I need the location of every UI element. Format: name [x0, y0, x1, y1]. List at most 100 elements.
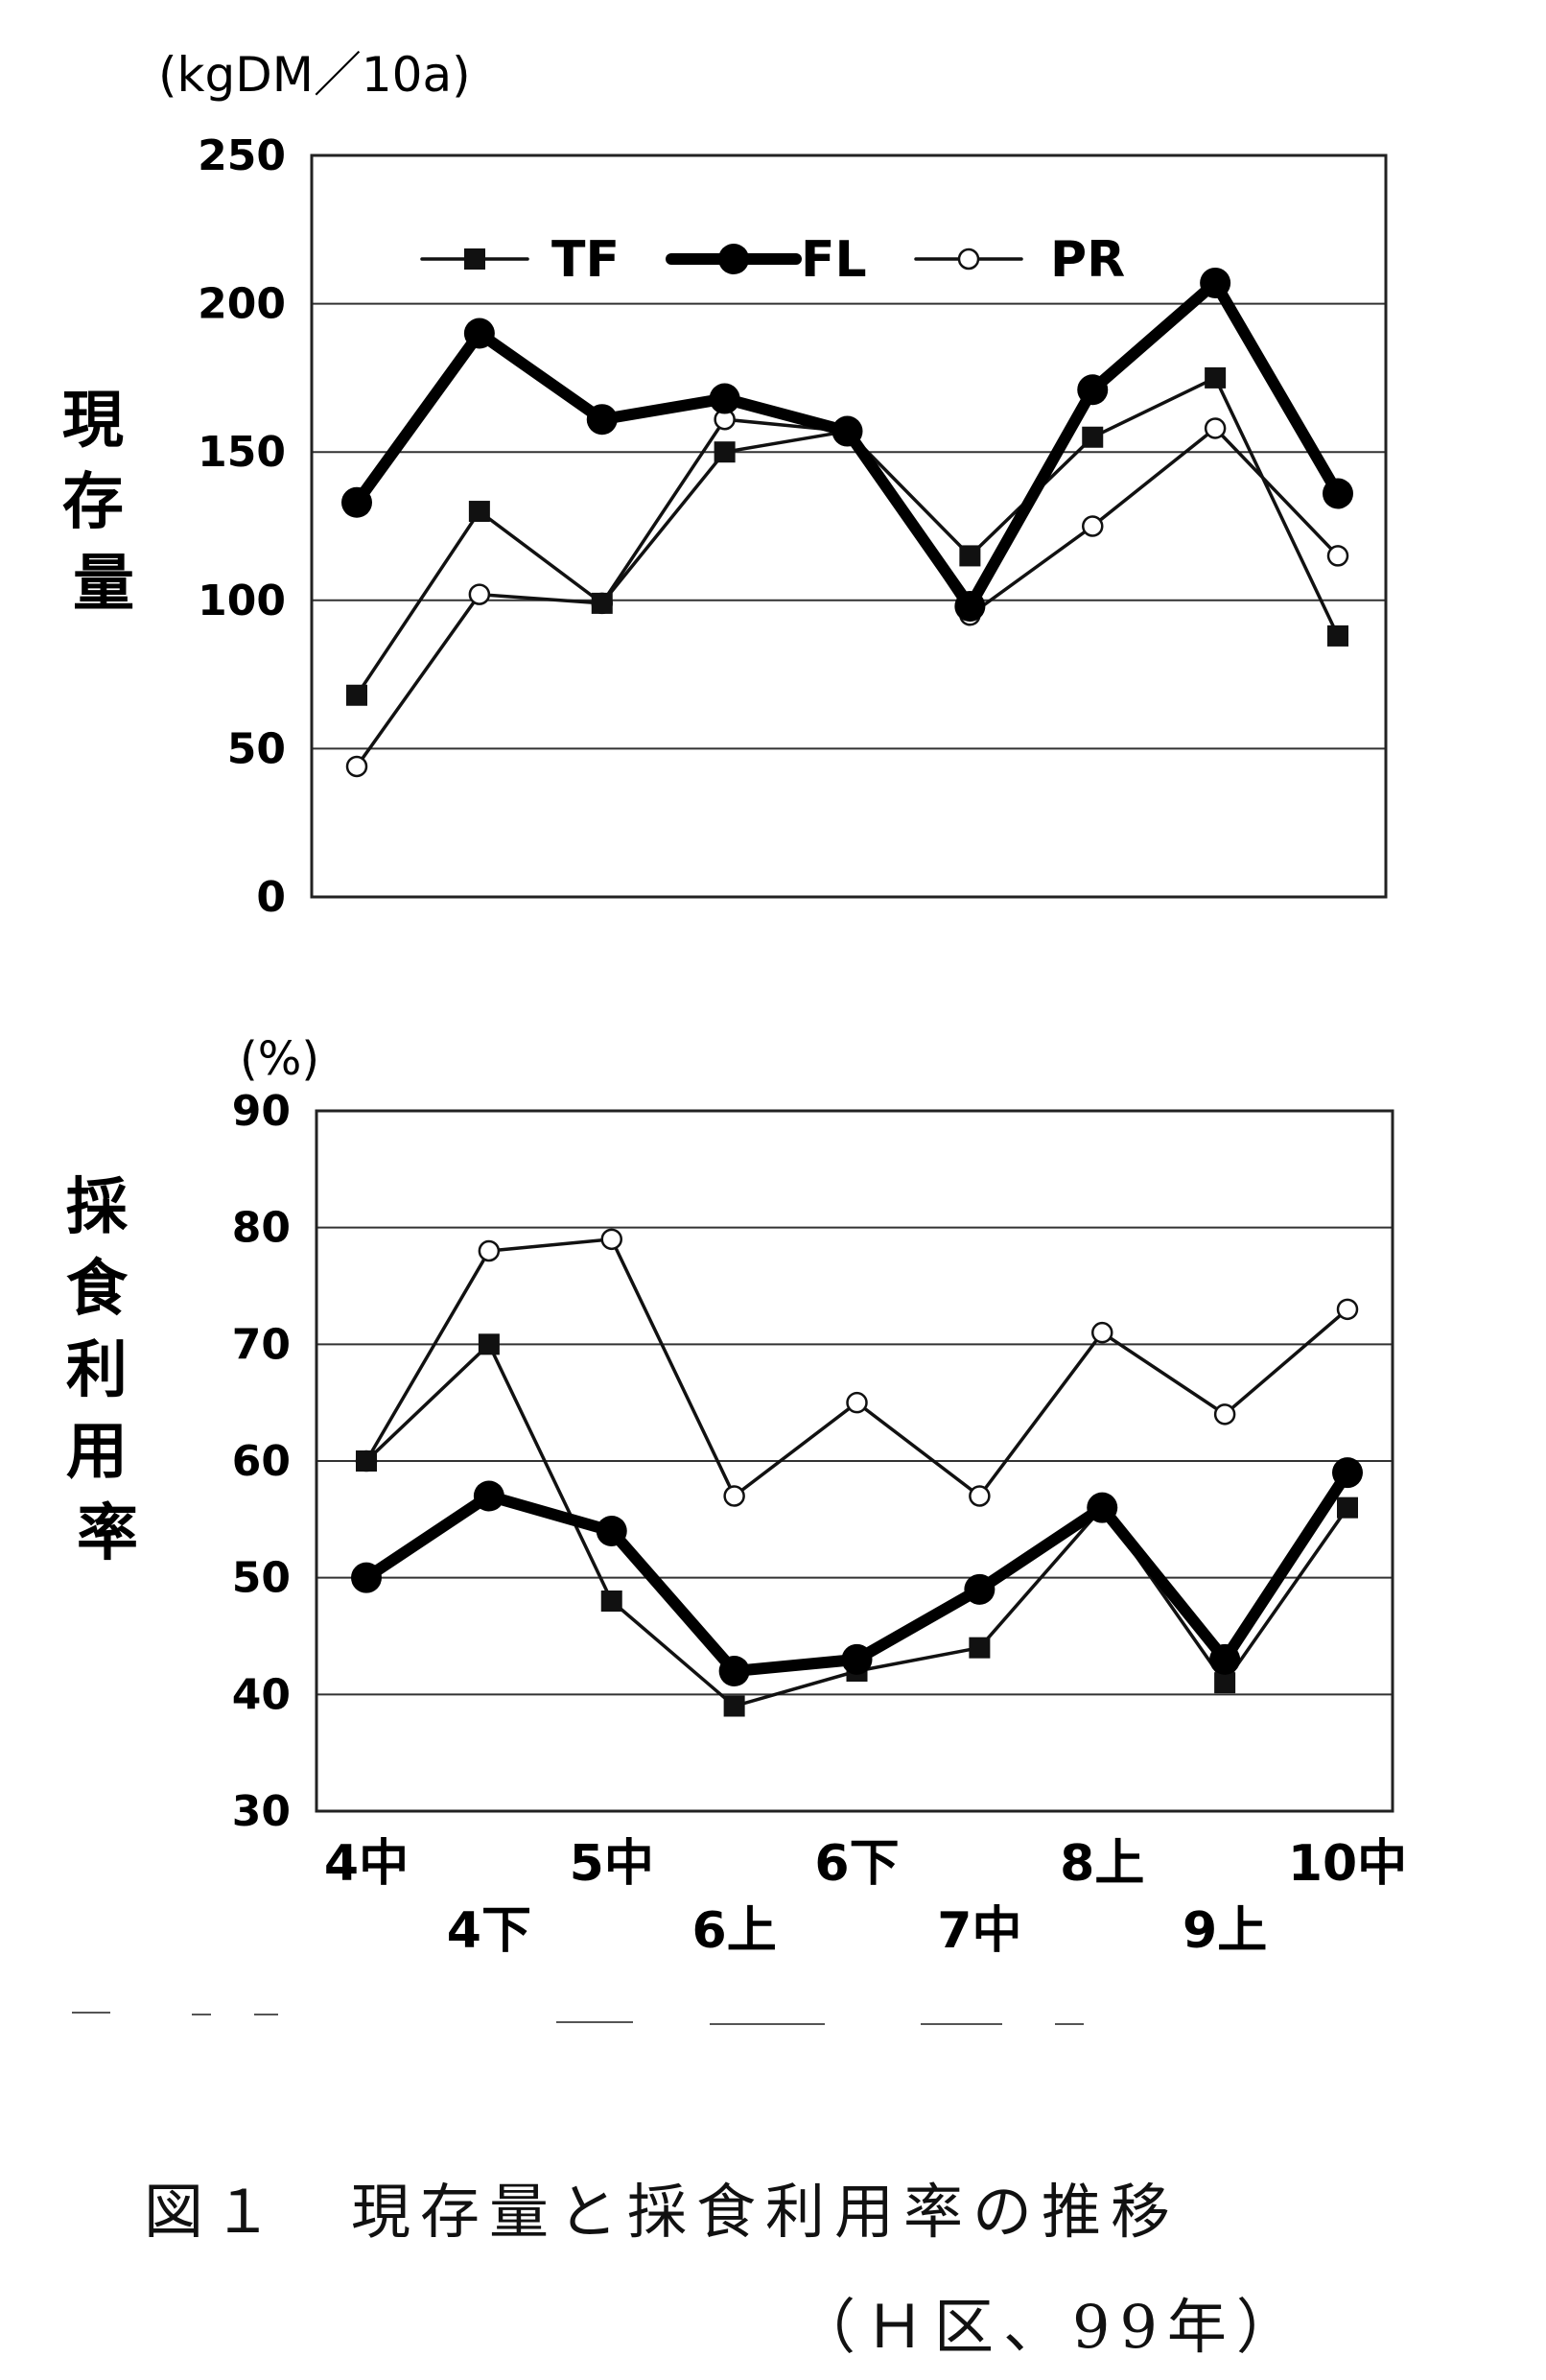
- data-point-PR: [1336, 1298, 1359, 1321]
- y-tick-label: 80: [232, 1204, 291, 1253]
- x-tick-label: 6上: [692, 1902, 777, 1960]
- data-point-FL: [832, 415, 863, 447]
- x-tick-label: 8上: [1060, 1835, 1144, 1893]
- legend-label-TF: TF: [551, 231, 620, 289]
- x-tick-label: 4中: [324, 1835, 409, 1893]
- data-point-FL: [1332, 1457, 1363, 1489]
- data-point-TF: [714, 441, 736, 463]
- data-point-FL: [718, 1656, 750, 1686]
- chart2-grid: [316, 1226, 1393, 1696]
- y-tick-label: 30: [232, 1787, 291, 1836]
- data-point-PR: [600, 1228, 622, 1251]
- figure-caption-title: 図１ 現存量と採食利用率の推移: [144, 2177, 1181, 2247]
- chart1-unit-label: (kgDM／10a): [158, 47, 471, 103]
- legend-label-FL: FL: [801, 231, 867, 289]
- chart1-grid: [312, 302, 1386, 750]
- chart1-y-label-char: 存: [62, 467, 124, 538]
- chart2-x-ticks: 4中 4下 5中 6上 6下 7中 8上 9上 10中: [324, 1835, 1407, 1960]
- data-point-PR: [1082, 515, 1104, 537]
- x-tick-label: 10中: [1288, 1835, 1407, 1893]
- data-point-TF: [959, 545, 981, 567]
- chart2-y-ticks: 30 40 50 60 70 80 90: [232, 1087, 291, 1836]
- chart2-y-label-char: 率: [77, 1498, 138, 1569]
- data-point-TF: [600, 1591, 622, 1612]
- legend-marker-TF: [464, 248, 485, 270]
- y-tick-label: 200: [198, 280, 286, 329]
- data-point-FL: [709, 383, 740, 414]
- legend-label-PR: PR: [1050, 231, 1125, 289]
- data-point-FL: [586, 404, 618, 436]
- chart2-plot-frame: [315, 1109, 1394, 1813]
- data-point-PR: [478, 1239, 501, 1262]
- x-tick-label: 7中: [937, 1902, 1021, 1960]
- data-point-PR: [846, 1391, 868, 1414]
- data-point-PR: [1091, 1321, 1113, 1344]
- chart1-y-ticks: 0 50 100 150 200 250: [198, 131, 286, 922]
- data-point-TF: [1214, 1672, 1236, 1694]
- data-point-TF: [356, 1450, 377, 1472]
- y-tick-label: 40: [232, 1670, 291, 1719]
- data-point-PR: [969, 1485, 991, 1507]
- data-point-PR: [345, 755, 368, 778]
- data-point-TF: [591, 592, 613, 614]
- chart2-y-label-char: 食: [66, 1254, 129, 1325]
- data-point-TF: [346, 684, 367, 706]
- data-point-PR: [723, 1485, 745, 1507]
- scan-artifact-lines: [72, 2012, 1084, 2025]
- utilization-rate-chart: (%) 採 食 利 用 率 30 40 50 60 70 80 90 4中 4下 5中 6上 6下 7…: [66, 1032, 1407, 1960]
- data-point-TF: [1205, 366, 1227, 389]
- y-tick-label: 250: [198, 131, 286, 180]
- data-point-FL: [341, 486, 372, 518]
- chart2-series: [351, 1228, 1363, 1717]
- y-tick-label: 70: [232, 1320, 291, 1369]
- chart1-plot-frame: [310, 153, 1388, 899]
- data-point-FL: [473, 1480, 504, 1512]
- data-point-PR: [1204, 417, 1227, 439]
- data-point-TF: [1082, 426, 1104, 448]
- y-tick-label: 60: [232, 1437, 291, 1486]
- data-point-FL: [1087, 1492, 1118, 1523]
- data-point-TF: [478, 1333, 500, 1355]
- data-point-TF: [969, 1637, 991, 1659]
- x-tick-label: 4下: [447, 1902, 531, 1960]
- legend-marker-PR: [957, 247, 980, 271]
- data-point-FL: [1323, 478, 1353, 509]
- series-line-PR: [355, 417, 1340, 768]
- chart2-y-label: 採 食 利 用 率: [66, 1172, 149, 1569]
- chart1-legend: TF FL PR: [420, 231, 1125, 289]
- chart2-unit-label: (%): [240, 1032, 319, 1086]
- data-point-PR: [468, 583, 491, 605]
- y-tick-label: 100: [198, 577, 286, 625]
- series-line-FL: [361, 1467, 1353, 1677]
- x-tick-label: 9上: [1183, 1902, 1267, 1960]
- chart2-y-label-char: 利: [66, 1335, 128, 1406]
- chart1-y-label-char: 量: [73, 549, 134, 620]
- chart1-y-label: 現 存 量: [62, 386, 145, 620]
- data-point-FL: [596, 1516, 627, 1546]
- data-point-FL: [954, 590, 986, 622]
- data-point-FL: [463, 318, 495, 349]
- data-point-PR: [1213, 1403, 1236, 1426]
- y-tick-label: 90: [232, 1087, 291, 1136]
- data-point-FL: [964, 1573, 996, 1605]
- data-point-FL: [351, 1562, 382, 1593]
- series-line-PR: [364, 1237, 1349, 1498]
- y-tick-label: 150: [198, 428, 286, 477]
- figure-caption-subtitle: （Ｈ区、99年）: [796, 2292, 1305, 2362]
- data-point-TF: [1337, 1496, 1358, 1519]
- data-point-FL: [1200, 267, 1231, 298]
- data-point-FL: [1209, 1643, 1241, 1675]
- x-tick-label: 6下: [814, 1835, 899, 1893]
- y-tick-label: 50: [232, 1554, 291, 1603]
- chart1-y-label-char: 現: [62, 386, 124, 457]
- standing-crop-chart: (kgDM／10a) 現 存 量 0 50 100 150 200 250 TF FL PR: [62, 47, 1388, 922]
- data-point-FL: [1077, 374, 1109, 406]
- chart1-series: [341, 267, 1353, 778]
- data-point-TF: [1327, 624, 1348, 647]
- y-tick-label: 0: [256, 873, 286, 922]
- chart2-y-label-char: 採: [66, 1172, 129, 1243]
- chart2-y-label-char: 用: [66, 1417, 128, 1488]
- data-point-TF: [468, 501, 490, 523]
- data-point-PR: [1326, 545, 1349, 567]
